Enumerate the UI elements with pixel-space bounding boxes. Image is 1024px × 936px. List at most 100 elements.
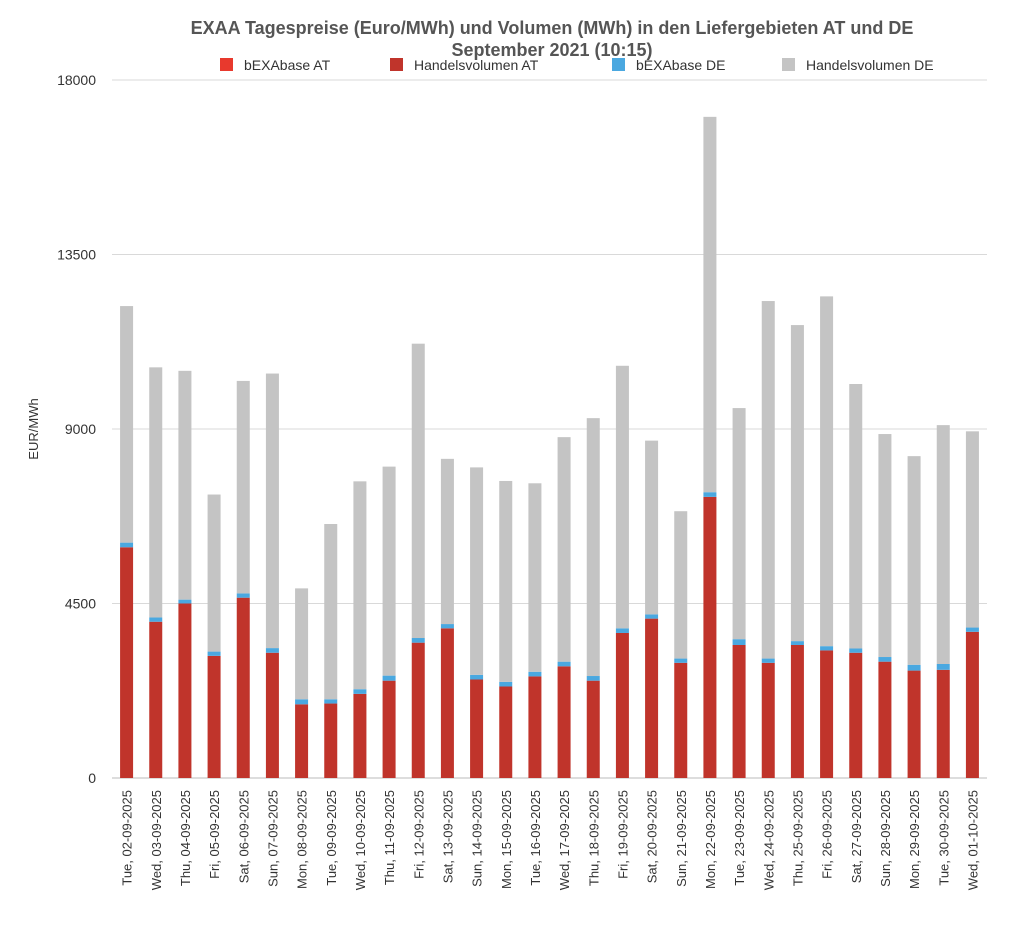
x-tick-label: Mon, 22-09-2025 [703, 790, 718, 889]
bar-segment [440, 624, 454, 629]
x-tick-label: Sat, 06-09-2025 [236, 790, 251, 883]
x-tick-label: Thu, 04-09-2025 [178, 790, 193, 886]
x-tick-label: Sun, 21-09-2025 [674, 790, 689, 887]
bar-segment [907, 664, 921, 671]
bar-segment [790, 325, 804, 642]
bar-segment [265, 648, 279, 653]
bar-segment [207, 494, 221, 652]
bars [120, 116, 979, 778]
x-tick-label: Fri, 26-09-2025 [820, 790, 835, 879]
x-tick-label: Mon, 08-09-2025 [295, 790, 310, 889]
bar-segment [586, 680, 600, 778]
bar-segment [674, 511, 688, 659]
x-tick-label: Sun, 14-09-2025 [470, 790, 485, 887]
bar-segment [615, 632, 629, 778]
bar-segment [236, 380, 250, 594]
y-tick-label: 0 [88, 770, 96, 786]
bar-segment [820, 646, 834, 651]
x-tick-label: Wed, 10-09-2025 [353, 790, 368, 890]
bar-segment [528, 671, 542, 677]
bar-segment [178, 599, 192, 604]
bar-segment [324, 703, 338, 778]
bar-segment [703, 492, 717, 497]
legend-swatch [612, 58, 625, 71]
bar-segment [470, 679, 484, 778]
bar-segment [499, 686, 513, 778]
y-tick-label: 4500 [65, 596, 96, 612]
bar-segment [907, 670, 921, 778]
bar-segment [936, 663, 950, 670]
bar-segment [178, 370, 192, 600]
bar-segment [265, 373, 279, 649]
bar-segment [965, 627, 979, 632]
x-tick-label: Tue, 23-09-2025 [732, 790, 747, 886]
x-tick-label: Tue, 16-09-2025 [528, 790, 543, 886]
bar-segment [324, 524, 338, 700]
bar-segment [849, 384, 863, 649]
bar-segment [674, 662, 688, 778]
bar-segment [557, 437, 571, 662]
legend-label: Handelsvolumen AT [414, 57, 539, 73]
x-tick-label: Fri, 05-09-2025 [207, 790, 222, 879]
bar-segment [936, 669, 950, 778]
gridlines [112, 79, 987, 779]
bar-segment [499, 480, 513, 682]
bar-segment [907, 456, 921, 665]
bar-segment [207, 655, 221, 778]
bar-segment [586, 676, 600, 681]
bar-segment [965, 431, 979, 628]
x-tick-label: Thu, 18-09-2025 [586, 790, 601, 886]
bar-segment [645, 618, 659, 778]
y-tick-label: 13500 [57, 247, 96, 263]
bar-segment [586, 418, 600, 677]
legend-label: bEXAbase AT [244, 57, 331, 73]
x-tick-label: Thu, 25-09-2025 [790, 790, 805, 886]
bar-segment [615, 628, 629, 633]
bar-segment [236, 593, 250, 598]
bar-segment [295, 588, 309, 700]
x-tick-label: Wed, 17-09-2025 [557, 790, 572, 890]
bar-segment [528, 483, 542, 672]
bar-segment [645, 440, 659, 615]
x-tick-label: Tue, 02-09-2025 [120, 790, 135, 886]
y-axis-label: EUR/MWh [26, 398, 41, 459]
bar-segment [149, 617, 163, 622]
bar-segment [761, 301, 775, 659]
bar-segment [120, 547, 134, 778]
bar-segment [674, 658, 688, 663]
bar-segment [120, 306, 134, 543]
bar-segment [557, 666, 571, 778]
bar-segment [703, 496, 717, 778]
bar-segment [470, 674, 484, 680]
x-tick-label: Tue, 30-09-2025 [936, 790, 951, 886]
bar-segment [820, 650, 834, 778]
x-tick-label: Tue, 09-09-2025 [324, 790, 339, 886]
bar-segment [615, 365, 629, 629]
y-tick-label: 9000 [65, 421, 96, 437]
bar-segment [761, 662, 775, 778]
legend-swatch [220, 58, 233, 71]
bar-segment [440, 458, 454, 625]
x-tick-label: Sat, 13-09-2025 [440, 790, 455, 883]
chart-subtitle: September 2021 (10:15) [451, 40, 652, 60]
bar-segment [878, 657, 892, 662]
bar-segment [353, 689, 367, 694]
x-axis-ticks: Tue, 02-09-2025 Wed, 03-09-2025 Thu, 04-09… [120, 790, 981, 890]
bar-segment [878, 434, 892, 658]
bar-segment [353, 693, 367, 778]
bar-segment [178, 603, 192, 778]
bar-segment [732, 644, 746, 778]
bar-segment [265, 652, 279, 778]
bar-segment [936, 425, 950, 664]
bar-segment [849, 652, 863, 778]
bar-segment [411, 642, 425, 778]
x-tick-label: Thu, 11-09-2025 [382, 790, 397, 885]
bar-segment [703, 116, 717, 493]
bar-segment [411, 638, 425, 643]
bar-segment [382, 680, 396, 778]
x-tick-label: Sat, 27-09-2025 [849, 790, 864, 883]
legend-swatch [782, 58, 795, 71]
y-axis-ticks: 0 4500 9000 13500 18000 [57, 72, 96, 786]
